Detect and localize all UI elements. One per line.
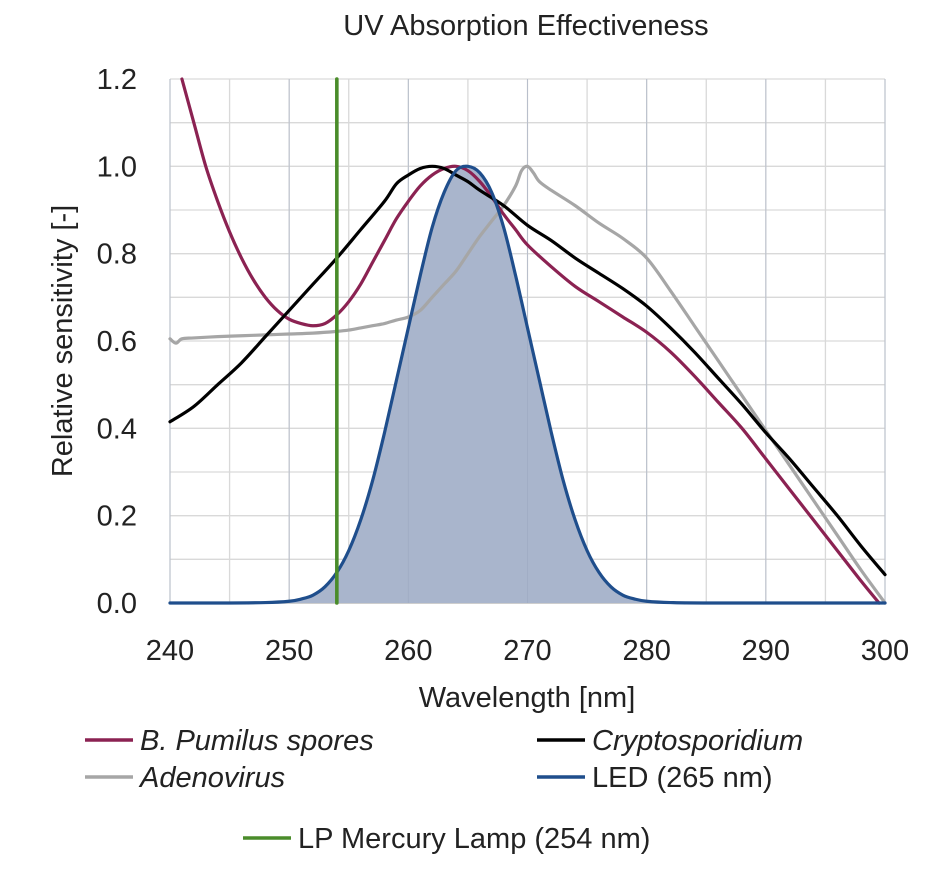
x-tick-label: 300	[861, 635, 909, 667]
series-line-adenovirus	[168, 164, 887, 605]
legend: B. Pumilus spores Cryptosporidium Adenovir…	[85, 725, 803, 855]
y-axis-title: Relative sensitivity [-]	[47, 205, 79, 477]
x-tick-label: 260	[384, 635, 432, 667]
x-tick-label: 270	[503, 635, 551, 667]
x-tick-label: 240	[146, 635, 194, 667]
y-tick-label: 1.0	[97, 151, 137, 183]
y-tick-label: 0.6	[97, 326, 137, 358]
legend-item-lp-mercury-lamp-254-nm: LP Mercury Lamp (254 nm)	[243, 823, 650, 855]
legend-label: B. Pumilus spores	[140, 725, 374, 757]
series-layer	[168, 77, 887, 605]
x-tick-label: 290	[742, 635, 790, 667]
y-tick-label: 0.0	[97, 588, 137, 620]
legend-label: LED (265 nm)	[592, 762, 773, 794]
series-line-led-265-nm	[168, 164, 887, 605]
tick-labels: 240 250 260 270 280 290 300 0.0 0.2 0.4 0.6 0.8 1.0 1…	[97, 64, 910, 667]
series-line-cryptosporidium	[168, 164, 887, 577]
legend-item-b-pumilus-spores: B. Pumilus spores	[85, 725, 374, 757]
x-tick-label: 250	[265, 635, 313, 667]
legend-label: LP Mercury Lamp (254 nm)	[298, 823, 650, 855]
y-tick-label: 1.2	[97, 64, 137, 96]
y-tick-label: 0.4	[97, 413, 137, 445]
legend-label: Cryptosporidium	[592, 725, 803, 757]
legend-label: Adenovirus	[138, 762, 285, 794]
legend-item-led-265-nm: LED (265 nm)	[537, 762, 773, 794]
y-tick-label: 0.8	[97, 239, 137, 271]
x-tick-label: 280	[622, 635, 670, 667]
legend-item-adenovirus: Adenovirus	[85, 762, 285, 794]
y-tick-label: 0.2	[97, 501, 137, 533]
x-axis-title: Wavelength [nm]	[419, 682, 636, 714]
legend-item-cryptosporidium: Cryptosporidium	[537, 725, 803, 757]
chart-title: UV Absorption Effectiveness	[343, 10, 708, 42]
